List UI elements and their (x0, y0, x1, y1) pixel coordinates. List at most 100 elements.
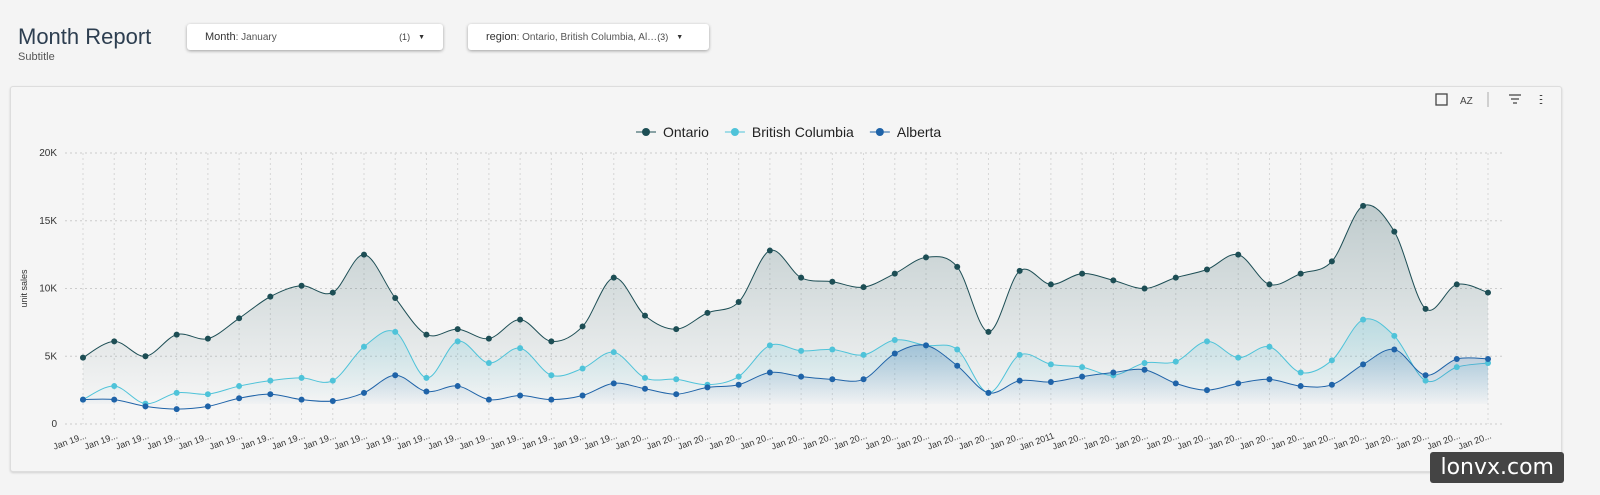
month-filter[interactable]: Month: January (1) ▼ (187, 24, 443, 50)
x-tick-label: Jan 19... (145, 430, 181, 451)
x-tick-label: Jan 20... (1207, 430, 1243, 451)
data-point (1328, 381, 1335, 388)
x-tick-label: Jan 19... (333, 430, 369, 451)
data-point (1453, 364, 1460, 371)
x-tick-label: Jan 20... (1363, 430, 1399, 451)
data-point (1453, 355, 1460, 362)
data-point (579, 392, 586, 399)
y-tick-label: 5K (45, 351, 58, 362)
x-tick-label: Jan 20... (1145, 430, 1181, 451)
data-point (267, 377, 274, 384)
data-point (673, 376, 680, 383)
legend-label: British Columbia (752, 124, 854, 140)
x-tick-label: Jan 20... (707, 430, 743, 451)
x-tick-label: Jan 20... (1082, 430, 1118, 451)
sort-icon[interactable]: AZ (1460, 96, 1473, 107)
x-tick-label: Jan 20... (801, 430, 837, 451)
data-point (361, 343, 367, 350)
data-point (1016, 377, 1023, 384)
data-point (1297, 369, 1304, 376)
x-tick-label: Jan 19... (551, 430, 587, 451)
data-point (173, 406, 180, 413)
series-line (82, 344, 1489, 410)
x-tick-label: Jan 20... (1269, 430, 1305, 451)
data-point (1328, 357, 1335, 364)
data-point (735, 299, 742, 306)
data-point (1297, 383, 1304, 390)
filter-name: region (486, 31, 517, 43)
data-point (1485, 289, 1491, 296)
data-point (517, 392, 524, 399)
data-point (454, 326, 461, 333)
data-point (80, 396, 86, 403)
data-point (642, 312, 648, 319)
data-point (954, 263, 961, 270)
data-point (610, 349, 617, 356)
data-point (1047, 378, 1054, 385)
data-point (548, 372, 555, 379)
data-point (891, 350, 898, 357)
legend-marker (875, 128, 884, 136)
x-tick-label: Jan 19... (52, 430, 88, 451)
x-tick-label: Jan 20... (1332, 430, 1368, 451)
data-point (361, 251, 367, 258)
data-point (1141, 285, 1148, 292)
data-point (1172, 380, 1179, 387)
filter-count: (1) (399, 32, 411, 42)
filter-value: : Ontario, British Columbia, Al… (516, 31, 658, 43)
data-point (1204, 387, 1210, 394)
data-point (1016, 351, 1023, 358)
data-point (454, 338, 461, 345)
data-point (1235, 354, 1242, 361)
x-tick-label: Jan 20... (1176, 430, 1212, 451)
data-point (1360, 316, 1367, 323)
x-tick-label: Jan 2011 (1018, 430, 1056, 452)
x-tick-label: Jan 19... (395, 430, 431, 451)
series-area (83, 204, 1488, 404)
x-tick-label: Jan 20... (957, 430, 993, 451)
y-tick-label: 0 (51, 419, 57, 430)
chart-settings-icon[interactable] (1435, 93, 1448, 106)
data-point (860, 284, 867, 291)
data-point (236, 395, 243, 402)
data-point (1110, 277, 1117, 284)
data-point (1422, 372, 1429, 379)
data-point (610, 380, 617, 387)
x-tick-label: Jan 20... (676, 430, 712, 451)
data-point (1079, 373, 1086, 380)
data-point (1141, 360, 1148, 367)
x-tick-label: Jan 20... (895, 430, 931, 451)
data-point (485, 335, 492, 342)
data-point (1360, 202, 1367, 209)
data-point (860, 351, 867, 358)
data-point (267, 293, 274, 300)
data-point (1172, 358, 1179, 365)
report-subtitle: Subtitle (18, 51, 55, 63)
data-point (735, 381, 742, 388)
data-point (204, 335, 211, 342)
data-point (1079, 270, 1086, 277)
filter-icon[interactable] (1509, 94, 1521, 104)
data-point (1422, 305, 1429, 312)
data-point (766, 369, 773, 376)
data-point (485, 396, 492, 403)
data-point (766, 342, 773, 349)
data-point (517, 345, 524, 352)
data-point (1079, 364, 1086, 371)
x-tick-label: Jan 20... (926, 430, 962, 451)
data-point (173, 389, 180, 396)
x-tick-label: Jan 20... (1426, 430, 1462, 451)
data-point (1172, 274, 1179, 281)
x-tick-label: Jan 19... (177, 430, 213, 451)
data-point (392, 328, 399, 335)
region-filter[interactable]: region: Ontario, British Columbia, Al… (… (468, 24, 709, 50)
data-point (1453, 281, 1460, 288)
data-point (142, 353, 149, 360)
data-point (891, 270, 898, 277)
data-point (236, 383, 243, 390)
data-point (329, 397, 336, 404)
data-point (985, 389, 992, 396)
data-point (454, 383, 461, 390)
data-point (80, 354, 86, 361)
